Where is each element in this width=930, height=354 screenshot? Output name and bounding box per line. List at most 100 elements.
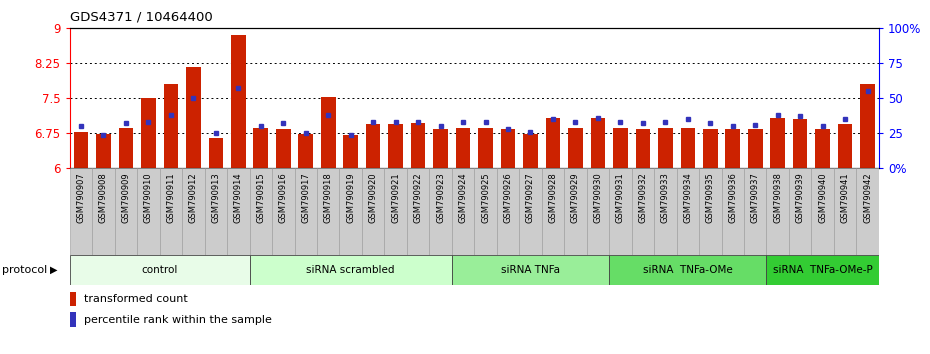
Bar <box>722 168 744 255</box>
Text: GSM790915: GSM790915 <box>257 172 265 223</box>
Bar <box>725 129 740 168</box>
Text: GSM790920: GSM790920 <box>368 172 378 223</box>
Bar <box>613 127 628 168</box>
Bar <box>587 168 609 255</box>
Bar <box>141 98 155 168</box>
Text: GSM790934: GSM790934 <box>684 172 692 223</box>
Bar <box>524 134 538 168</box>
Bar <box>70 255 249 285</box>
Text: GSM790930: GSM790930 <box>593 172 603 223</box>
Bar <box>389 124 403 168</box>
Bar <box>452 255 609 285</box>
Bar <box>70 168 92 255</box>
Text: siRNA scrambled: siRNA scrambled <box>307 265 395 275</box>
Bar <box>208 138 223 168</box>
Bar <box>834 168 857 255</box>
Text: GSM790940: GSM790940 <box>818 172 827 223</box>
Bar <box>411 123 425 168</box>
Bar <box>96 134 111 168</box>
Text: GSM790939: GSM790939 <box>796 172 804 223</box>
Bar <box>631 168 654 255</box>
Bar <box>430 168 452 255</box>
Bar <box>635 129 650 168</box>
Bar <box>766 168 789 255</box>
Bar <box>541 168 565 255</box>
Bar <box>164 84 179 168</box>
Bar <box>249 168 272 255</box>
Bar <box>456 127 471 168</box>
Text: GSM790908: GSM790908 <box>99 172 108 223</box>
Text: GSM790941: GSM790941 <box>841 172 850 223</box>
Text: percentile rank within the sample: percentile rank within the sample <box>84 314 272 325</box>
Text: GSM790913: GSM790913 <box>211 172 220 223</box>
Text: GSM790937: GSM790937 <box>751 172 760 223</box>
Bar <box>658 127 672 168</box>
Text: GSM790909: GSM790909 <box>122 172 130 223</box>
Bar <box>276 129 290 168</box>
Bar <box>519 168 541 255</box>
Text: GSM790910: GSM790910 <box>144 172 153 223</box>
Text: GSM790928: GSM790928 <box>549 172 557 223</box>
Bar <box>770 118 785 168</box>
Bar <box>609 168 631 255</box>
Bar <box>500 130 515 168</box>
Bar <box>654 168 676 255</box>
Text: GSM790938: GSM790938 <box>773 172 782 223</box>
Text: siRNA TNFa: siRNA TNFa <box>501 265 560 275</box>
Bar <box>92 168 114 255</box>
Text: GSM790923: GSM790923 <box>436 172 445 223</box>
Text: GSM790926: GSM790926 <box>503 172 512 223</box>
Text: GSM790912: GSM790912 <box>189 172 198 223</box>
Bar <box>321 97 336 168</box>
Text: GSM790921: GSM790921 <box>392 172 400 223</box>
Bar <box>478 127 493 168</box>
Bar <box>474 168 497 255</box>
Bar <box>748 129 763 168</box>
Bar <box>186 67 201 168</box>
Bar <box>70 312 76 327</box>
Bar <box>365 124 380 168</box>
Bar <box>160 168 182 255</box>
Bar <box>295 168 317 255</box>
Bar <box>70 292 76 306</box>
Bar <box>227 168 249 255</box>
Bar <box>568 127 583 168</box>
Bar <box>699 168 722 255</box>
Bar <box>816 129 830 168</box>
Text: GSM790935: GSM790935 <box>706 172 715 223</box>
Text: control: control <box>141 265 178 275</box>
Text: GSM790936: GSM790936 <box>728 172 737 223</box>
Text: GSM790917: GSM790917 <box>301 172 311 223</box>
Bar <box>811 168 834 255</box>
Text: siRNA  TNFa-OMe-P: siRNA TNFa-OMe-P <box>773 265 872 275</box>
Bar <box>860 84 875 168</box>
Bar <box>857 168 879 255</box>
Text: GSM790914: GSM790914 <box>233 172 243 223</box>
Text: GSM790911: GSM790911 <box>166 172 176 223</box>
Bar <box>703 129 718 168</box>
Text: GSM790925: GSM790925 <box>481 172 490 223</box>
Bar <box>565 168 587 255</box>
Text: protocol: protocol <box>2 265 47 275</box>
Bar <box>546 118 560 168</box>
Bar <box>676 168 699 255</box>
Text: GSM790922: GSM790922 <box>414 172 422 223</box>
Bar <box>609 255 766 285</box>
Bar <box>231 35 246 168</box>
Text: GSM790932: GSM790932 <box>638 172 647 223</box>
Text: siRNA  TNFa-OMe: siRNA TNFa-OMe <box>643 265 733 275</box>
Text: GSM790927: GSM790927 <box>526 172 535 223</box>
Bar <box>406 168 430 255</box>
Text: GSM790931: GSM790931 <box>616 172 625 223</box>
Bar <box>838 124 853 168</box>
Text: GSM790907: GSM790907 <box>76 172 86 223</box>
Bar <box>254 127 268 168</box>
Bar <box>789 168 811 255</box>
Text: transformed count: transformed count <box>84 294 188 304</box>
Bar <box>766 255 879 285</box>
Bar <box>433 129 448 168</box>
Bar <box>339 168 362 255</box>
Bar <box>119 127 133 168</box>
Bar <box>591 118 605 168</box>
Bar <box>272 168 295 255</box>
